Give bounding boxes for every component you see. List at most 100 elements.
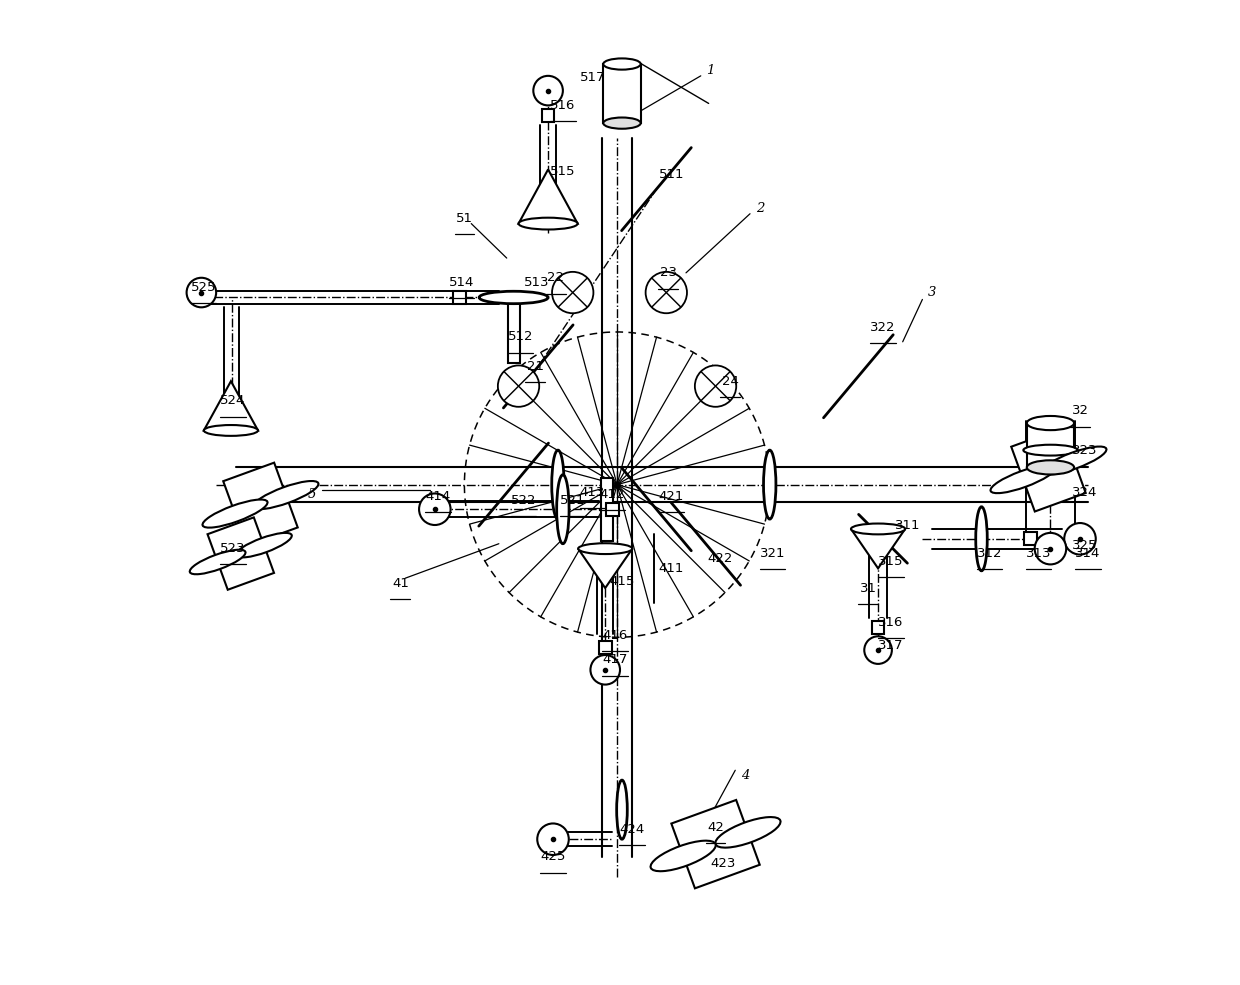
Ellipse shape bbox=[1042, 446, 1106, 475]
Text: 2: 2 bbox=[755, 202, 764, 216]
Ellipse shape bbox=[578, 543, 632, 554]
Text: 1: 1 bbox=[707, 64, 714, 78]
Circle shape bbox=[590, 655, 620, 685]
Circle shape bbox=[533, 76, 563, 105]
Circle shape bbox=[186, 278, 216, 307]
Ellipse shape bbox=[202, 499, 268, 528]
Ellipse shape bbox=[603, 117, 641, 129]
Text: 413: 413 bbox=[580, 486, 605, 499]
Ellipse shape bbox=[1027, 460, 1074, 475]
Text: 323: 323 bbox=[1073, 443, 1097, 457]
Ellipse shape bbox=[253, 481, 319, 509]
Text: 23: 23 bbox=[660, 266, 677, 280]
Text: 321: 321 bbox=[760, 547, 785, 560]
Text: 314: 314 bbox=[1075, 547, 1101, 560]
Polygon shape bbox=[207, 517, 274, 590]
Text: 41: 41 bbox=[392, 576, 409, 590]
Text: 24: 24 bbox=[722, 374, 739, 388]
Ellipse shape bbox=[203, 426, 258, 435]
Text: 415: 415 bbox=[609, 574, 635, 588]
Text: 517: 517 bbox=[579, 71, 605, 85]
Circle shape bbox=[498, 365, 539, 407]
Text: 521: 521 bbox=[560, 493, 585, 507]
Ellipse shape bbox=[603, 58, 641, 70]
Circle shape bbox=[694, 365, 737, 407]
Text: 417: 417 bbox=[603, 653, 627, 667]
Text: 514: 514 bbox=[449, 276, 474, 290]
Ellipse shape bbox=[976, 506, 987, 570]
Bar bbox=[1027, 423, 1074, 467]
Text: 422: 422 bbox=[708, 552, 733, 565]
Circle shape bbox=[864, 636, 892, 664]
Text: 313: 313 bbox=[1025, 547, 1052, 560]
Text: 524: 524 bbox=[221, 394, 246, 408]
Text: 414: 414 bbox=[425, 490, 450, 503]
Text: 522: 522 bbox=[511, 493, 536, 507]
Bar bbox=[601, 478, 613, 541]
Ellipse shape bbox=[1027, 416, 1074, 430]
Polygon shape bbox=[1012, 428, 1086, 511]
Text: 424: 424 bbox=[619, 822, 645, 836]
Bar bbox=[603, 64, 641, 123]
Text: 412: 412 bbox=[599, 488, 625, 501]
Polygon shape bbox=[851, 529, 905, 568]
Text: 515: 515 bbox=[551, 164, 575, 178]
Text: 322: 322 bbox=[870, 320, 895, 334]
Bar bbox=[507, 300, 520, 363]
Text: 324: 324 bbox=[1073, 486, 1097, 499]
Ellipse shape bbox=[851, 524, 905, 534]
Text: 425: 425 bbox=[541, 850, 565, 864]
Text: 42: 42 bbox=[707, 821, 724, 834]
Ellipse shape bbox=[518, 218, 578, 230]
Text: 51: 51 bbox=[456, 212, 472, 226]
Text: 523: 523 bbox=[221, 542, 246, 556]
Text: 31: 31 bbox=[859, 581, 877, 595]
Polygon shape bbox=[518, 169, 578, 224]
Ellipse shape bbox=[715, 818, 780, 848]
Bar bbox=[605, 502, 619, 516]
Text: 5: 5 bbox=[308, 488, 316, 501]
Polygon shape bbox=[671, 800, 760, 888]
Ellipse shape bbox=[991, 465, 1055, 493]
Text: 516: 516 bbox=[551, 98, 575, 112]
Text: 411: 411 bbox=[658, 561, 684, 575]
Ellipse shape bbox=[557, 475, 569, 544]
Text: 22: 22 bbox=[548, 271, 564, 285]
Text: 325: 325 bbox=[1073, 539, 1097, 553]
Text: 3: 3 bbox=[928, 286, 936, 299]
Text: 32: 32 bbox=[1071, 404, 1089, 418]
Text: 312: 312 bbox=[977, 547, 1002, 560]
Text: 316: 316 bbox=[878, 616, 904, 629]
Ellipse shape bbox=[236, 533, 291, 558]
Circle shape bbox=[552, 272, 594, 313]
Text: 317: 317 bbox=[878, 638, 904, 652]
Text: 511: 511 bbox=[658, 167, 684, 181]
Circle shape bbox=[419, 493, 450, 525]
Bar bbox=[542, 108, 554, 121]
Circle shape bbox=[1034, 533, 1066, 564]
Bar bbox=[453, 291, 466, 303]
Polygon shape bbox=[203, 381, 258, 430]
Text: 416: 416 bbox=[603, 628, 627, 642]
Text: 4: 4 bbox=[742, 768, 749, 782]
Ellipse shape bbox=[651, 840, 715, 871]
Polygon shape bbox=[578, 549, 632, 588]
Ellipse shape bbox=[1023, 444, 1078, 455]
Ellipse shape bbox=[764, 450, 776, 519]
Text: 311: 311 bbox=[895, 519, 920, 533]
Ellipse shape bbox=[616, 780, 627, 839]
Text: 315: 315 bbox=[878, 555, 904, 568]
Bar bbox=[1024, 532, 1037, 546]
Text: 513: 513 bbox=[523, 276, 549, 290]
Polygon shape bbox=[223, 463, 298, 546]
Bar bbox=[872, 622, 884, 634]
Text: 423: 423 bbox=[711, 857, 737, 871]
Ellipse shape bbox=[479, 292, 548, 303]
Text: 525: 525 bbox=[191, 281, 216, 295]
Ellipse shape bbox=[190, 550, 246, 574]
Circle shape bbox=[537, 823, 569, 855]
Text: 512: 512 bbox=[507, 330, 533, 344]
Circle shape bbox=[646, 272, 687, 313]
Text: 21: 21 bbox=[527, 360, 544, 373]
Bar bbox=[599, 640, 611, 654]
